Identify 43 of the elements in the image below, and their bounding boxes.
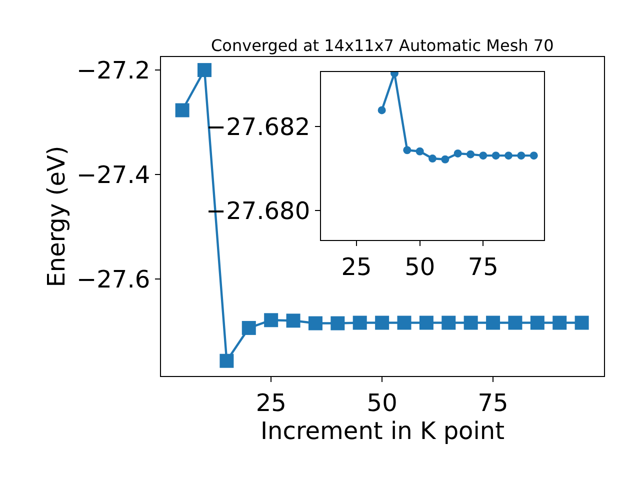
point [466, 150, 475, 158]
point [492, 152, 500, 160]
x-tick-label: 75 [468, 252, 498, 281]
point [286, 314, 300, 328]
point [220, 354, 234, 368]
point [264, 313, 278, 328]
point [378, 106, 386, 114]
y-tick-label: −27.4 [76, 160, 150, 189]
y-axis-title: Energy (eV) [42, 146, 71, 288]
point [442, 316, 456, 330]
point [441, 155, 450, 164]
x-tick-label: 25 [341, 252, 372, 281]
point [552, 316, 567, 330]
y-tick-label: −27.6 [76, 265, 150, 294]
point [504, 152, 513, 160]
point [574, 316, 589, 330]
point [464, 316, 478, 330]
x-tick-label: 25 [256, 388, 286, 417]
point [479, 152, 488, 160]
y-tick-label: −27.2 [76, 56, 150, 84]
x-axis-title: Increment in K point [260, 416, 505, 445]
point [416, 147, 424, 156]
point [375, 316, 390, 330]
point [419, 316, 434, 330]
x-tick-label: 75 [478, 388, 508, 417]
point [242, 320, 256, 335]
point [530, 316, 544, 330]
x-tick-label: 50 [404, 252, 436, 281]
point [454, 149, 462, 158]
point [530, 152, 538, 160]
x-tick-label: 50 [366, 388, 398, 417]
point [198, 63, 212, 78]
point [330, 316, 345, 330]
point [428, 154, 436, 163]
point [486, 316, 500, 330]
point [175, 103, 190, 118]
point [517, 152, 526, 160]
point [508, 316, 522, 330]
point [397, 316, 412, 330]
chart-title: Converged at 14x11x7 Automatic Mesh 70 [211, 36, 554, 55]
point [403, 146, 412, 154]
point [352, 316, 367, 330]
point [308, 316, 322, 330]
